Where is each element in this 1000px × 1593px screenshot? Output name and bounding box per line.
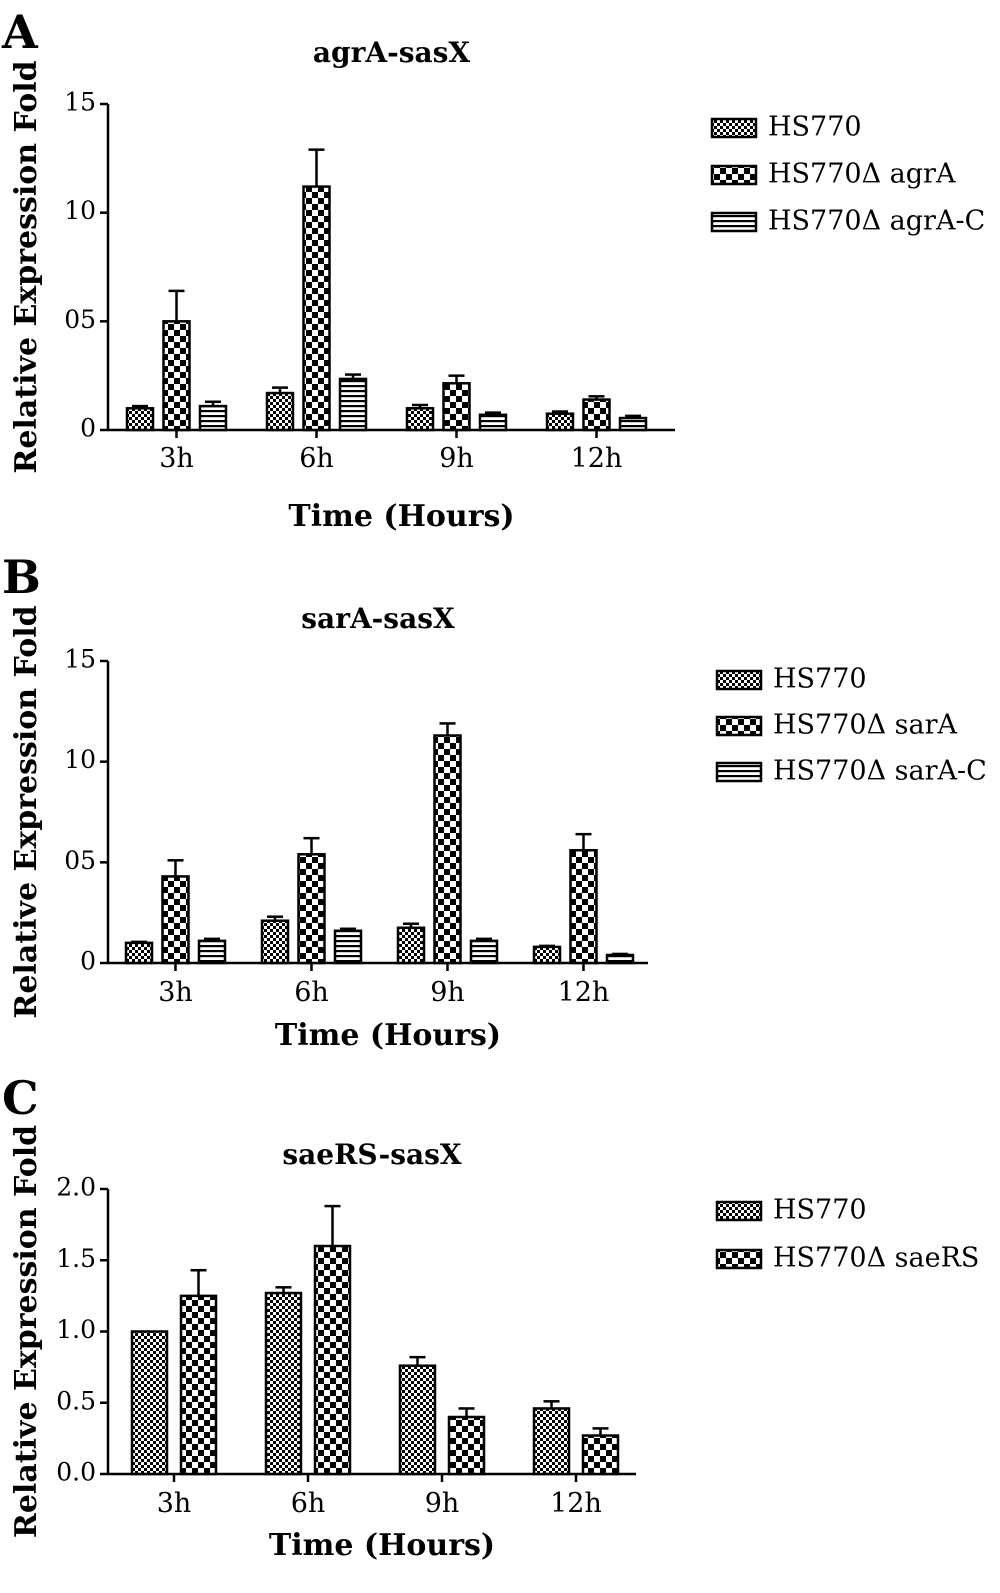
- bar: [265, 391, 295, 432]
- bar: [197, 939, 227, 965]
- bar: [125, 407, 155, 432]
- legend-swatch: [710, 117, 758, 139]
- x-axis-title: Time (Hours): [275, 1018, 501, 1053]
- bar: [161, 875, 190, 965]
- legend-label: HS770Δ sarA: [773, 710, 958, 741]
- panel-label: B: [2, 550, 41, 604]
- legend-label: HS770Δ saeRS: [773, 1243, 979, 1274]
- bar: [433, 734, 462, 965]
- legend-label: HS770: [768, 112, 862, 143]
- x-tick-label: 6h: [294, 977, 329, 1008]
- bar: [442, 382, 471, 432]
- legend-swatch: [710, 211, 758, 233]
- bar: [447, 1415, 486, 1476]
- bar: [179, 1294, 218, 1476]
- legend-label: HS770Δ sarA-C: [773, 756, 987, 787]
- y-axis-title: Relative Expression Fold: [9, 605, 44, 1018]
- y-tick-label: 0.5: [56, 1386, 96, 1415]
- y-tick-label: 05: [64, 846, 96, 875]
- legend-swatch: [715, 715, 763, 737]
- chart-title: sarA-sasX: [301, 602, 455, 635]
- y-tick-label: 0.0: [56, 1458, 96, 1487]
- y-tick-label: 0: [80, 947, 96, 976]
- bar: [333, 929, 363, 965]
- bar: [581, 1434, 620, 1476]
- x-tick-label: 9h: [425, 1488, 460, 1519]
- y-tick-label: 05: [64, 305, 96, 334]
- legend-label: HS770Δ agrA-C: [768, 206, 985, 237]
- legend-label: HS770: [773, 664, 867, 695]
- bar: [398, 1364, 437, 1476]
- bar: [532, 945, 562, 965]
- bar: [582, 398, 611, 432]
- y-tick-label: 1.5: [56, 1244, 96, 1273]
- x-tick-label: 12h: [571, 443, 623, 474]
- y-tick-label: 2.0: [56, 1173, 96, 1202]
- bar: [469, 939, 499, 965]
- bar: [532, 1407, 571, 1476]
- chart-title: agrA-sasX: [313, 36, 470, 69]
- y-tick-label: 10: [64, 745, 96, 774]
- bar: [162, 320, 191, 432]
- y-axis-title: Relative Expression Fold: [9, 1125, 44, 1538]
- bar: [618, 416, 648, 432]
- x-tick-label: 9h: [439, 443, 474, 474]
- bar: [297, 853, 326, 965]
- bar: [569, 849, 598, 965]
- bar: [124, 941, 154, 965]
- x-tick-label: 12h: [558, 977, 610, 1008]
- legend-swatch: [715, 669, 763, 691]
- x-tick-label: 9h: [430, 977, 465, 1008]
- chart-title: saeRS-sasX: [282, 1138, 462, 1171]
- x-tick-label: 6h: [299, 443, 334, 474]
- x-tick-label: 3h: [157, 1488, 192, 1519]
- panel-label: A: [1, 5, 39, 59]
- bar: [130, 1330, 169, 1476]
- y-tick-label: 1.0: [56, 1315, 96, 1344]
- bar: [264, 1291, 303, 1476]
- bar: [545, 412, 575, 432]
- x-axis-title: Time (Hours): [269, 1528, 495, 1563]
- y-tick-label: 15: [64, 645, 96, 674]
- bar: [405, 407, 435, 432]
- bar: [313, 1244, 352, 1476]
- bar: [478, 413, 508, 432]
- bar: [396, 926, 426, 965]
- legend-label: HS770Δ agrA: [768, 159, 956, 190]
- y-tick-label: 15: [64, 88, 96, 117]
- bar: [260, 919, 290, 965]
- x-tick-label: 3h: [158, 977, 193, 1008]
- legend-swatch: [715, 1248, 763, 1270]
- y-tick-label: 10: [64, 196, 96, 225]
- bar: [198, 404, 228, 432]
- legend-swatch: [715, 1200, 763, 1222]
- x-axis-title: Time (Hours): [288, 499, 514, 534]
- y-tick-label: 0: [80, 414, 96, 443]
- x-tick-label: 12h: [550, 1488, 602, 1519]
- legend-swatch: [710, 164, 758, 186]
- bar: [302, 185, 331, 432]
- x-tick-label: 3h: [159, 443, 194, 474]
- y-axis-title: Relative Expression Fold: [9, 60, 44, 473]
- bar: [338, 377, 368, 432]
- legend-label: HS770: [773, 1195, 867, 1226]
- bar: [605, 953, 635, 965]
- x-tick-label: 6h: [291, 1488, 326, 1519]
- panel-label: C: [2, 1071, 39, 1125]
- legend-swatch: [715, 761, 763, 783]
